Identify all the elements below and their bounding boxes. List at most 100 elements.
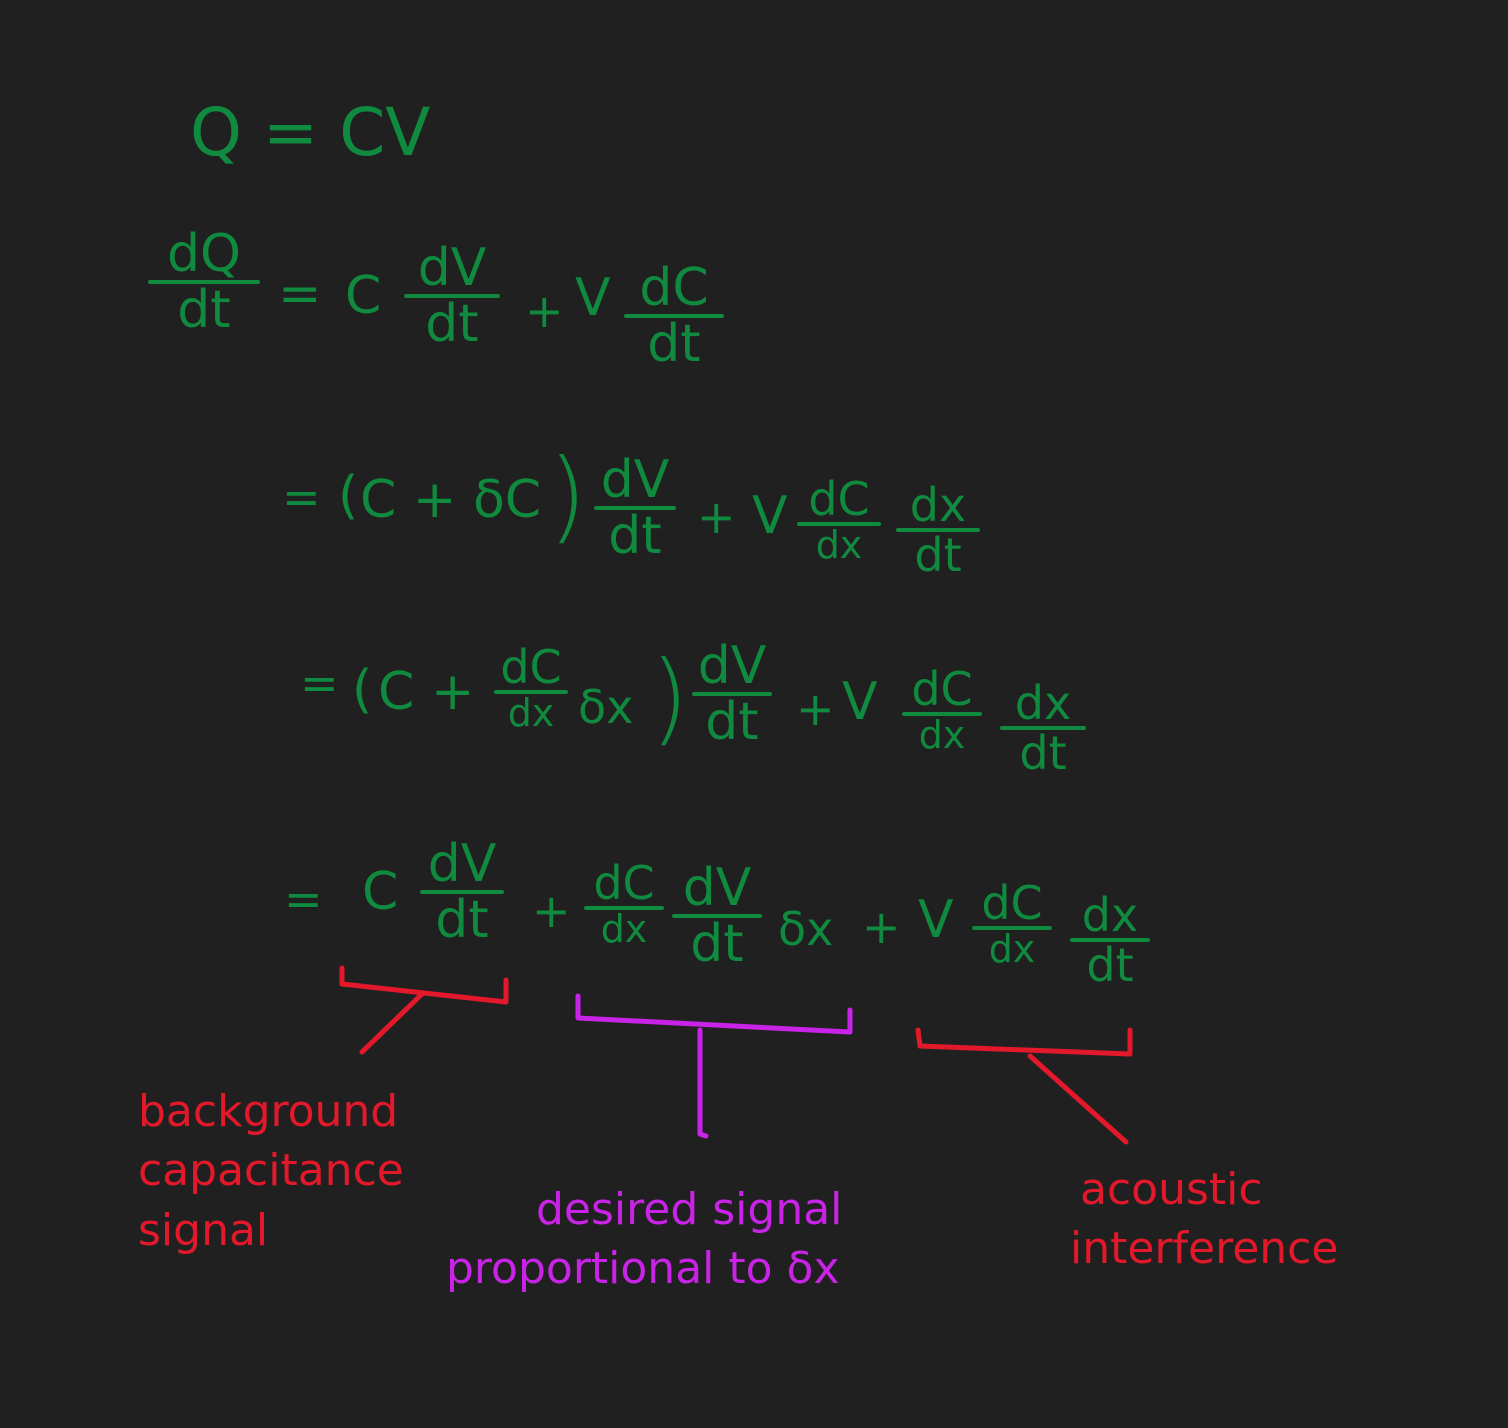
close-paren: ): [650, 639, 690, 756]
fraction-dx-dt: dx dt: [896, 482, 980, 578]
denominator: dx: [600, 907, 648, 951]
fraction-dv-dt-2: dV dt: [672, 862, 762, 970]
denominator: dt: [435, 890, 489, 950]
fraction-bar: [624, 314, 724, 318]
plus-sign: +: [862, 900, 901, 954]
denominator: dt: [1086, 938, 1134, 992]
numerator: dC: [981, 876, 1043, 930]
fraction-bar: [420, 890, 504, 894]
numerator: dC: [911, 662, 973, 716]
plus-sign: +: [532, 884, 571, 938]
fraction-bar: [594, 506, 676, 510]
denominator: dx: [988, 927, 1036, 971]
fraction-dc-dx: dC dx: [494, 644, 568, 732]
plus-sign: +: [796, 682, 835, 736]
fraction-dx-dt: dx dt: [1000, 680, 1086, 776]
numerator: dC: [639, 258, 709, 318]
label-line: interference: [1070, 1223, 1339, 1275]
open-paren: (: [338, 466, 359, 526]
numerator: dC: [500, 640, 562, 694]
numerator: dV: [427, 834, 497, 894]
fraction-bar: [148, 280, 260, 284]
fraction-bar: [692, 692, 772, 696]
fraction-bar: [896, 528, 980, 532]
fraction-bar: [972, 926, 1052, 930]
bracket-desired: [575, 993, 853, 1035]
pointer-desired: [697, 1027, 709, 1139]
fraction-bar: [1000, 726, 1086, 730]
equals-sign: =: [300, 656, 339, 710]
numerator: dC: [808, 472, 870, 526]
label-line: capacitance: [138, 1145, 404, 1197]
fraction-bar: [404, 294, 500, 298]
bracket-acoustic: [915, 1027, 1133, 1057]
fraction-bar: [494, 690, 568, 694]
open-paren: (: [352, 660, 373, 720]
capacitance-symbol: C: [362, 862, 399, 922]
fraction-bar: [902, 712, 982, 716]
voltage-symbol: V: [575, 268, 611, 328]
numerator: dQ: [167, 224, 241, 284]
denominator: dx: [815, 523, 863, 567]
capacitance-sum: C + δC: [360, 470, 542, 530]
denominator: dx: [507, 691, 555, 735]
denominator: dt: [690, 914, 744, 974]
denominator: dx: [918, 713, 966, 757]
fraction-dx-dt: dx dt: [1070, 892, 1150, 988]
label-line: desired signal: [536, 1184, 843, 1235]
label-acoustic-interference: acoustic interference: [1070, 1160, 1338, 1279]
fraction-dc-dx-2: dC dx: [972, 880, 1052, 968]
fraction-dv-dt: dV dt: [404, 242, 500, 350]
numerator: dx: [1014, 676, 1072, 730]
denominator: dt: [177, 280, 231, 340]
fraction-dc-dt: dC dt: [624, 262, 724, 370]
denominator: dt: [647, 314, 701, 374]
numerator: dx: [1081, 888, 1139, 942]
fraction-bar: [797, 522, 881, 526]
fraction-dv-dt: dV dt: [594, 454, 676, 562]
label-line: background: [138, 1086, 399, 1137]
numerator: dV: [417, 238, 487, 298]
fraction-bar: [584, 906, 664, 910]
voltage-symbol: V: [918, 890, 954, 950]
label-line: signal: [138, 1204, 269, 1256]
fraction-dv-dt: dV dt: [420, 838, 504, 946]
fraction-bar: [1070, 938, 1150, 942]
denominator: dt: [1019, 726, 1067, 780]
pointer-background: [359, 991, 425, 1055]
denominator: dt: [608, 506, 662, 566]
fraction-dc-dx: dC dx: [797, 476, 881, 564]
capacitance-symbol: C: [345, 266, 382, 326]
numerator: dV: [682, 858, 752, 918]
close-paren: ): [548, 437, 588, 554]
plus-sign: +: [697, 490, 736, 544]
equals-sign: =: [284, 872, 323, 926]
label-line: acoustic: [1080, 1164, 1263, 1215]
pointer-acoustic: [1027, 1053, 1129, 1145]
numerator: dV: [600, 450, 670, 510]
numerator: dC: [593, 856, 655, 910]
equals-sign: =: [278, 264, 322, 324]
denominator: dt: [705, 692, 759, 752]
delta-x: δx: [578, 680, 634, 734]
plus-sign: +: [525, 284, 564, 338]
fraction-dc-dx: dC dx: [902, 666, 982, 754]
label-line: proportional to δx: [446, 1243, 840, 1295]
denominator: dt: [914, 528, 962, 582]
delta-x: δx: [778, 902, 834, 956]
numerator: dV: [697, 636, 767, 696]
fraction-dq-dt: dQ dt: [148, 228, 260, 336]
capacitance-plus: C +: [378, 662, 475, 722]
numerator: dx: [909, 478, 967, 532]
fraction-bar: [672, 914, 762, 918]
voltage-symbol: V: [842, 672, 878, 732]
voltage-symbol: V: [752, 486, 788, 546]
label-background-capacitance: background capacitance signal: [138, 1082, 404, 1260]
fraction-dc-dx: dC dx: [584, 860, 664, 948]
equals-sign: =: [282, 470, 321, 524]
fraction-dv-dt: dV dt: [692, 640, 772, 748]
bracket-background: [339, 965, 509, 1005]
denominator: dt: [425, 294, 479, 354]
